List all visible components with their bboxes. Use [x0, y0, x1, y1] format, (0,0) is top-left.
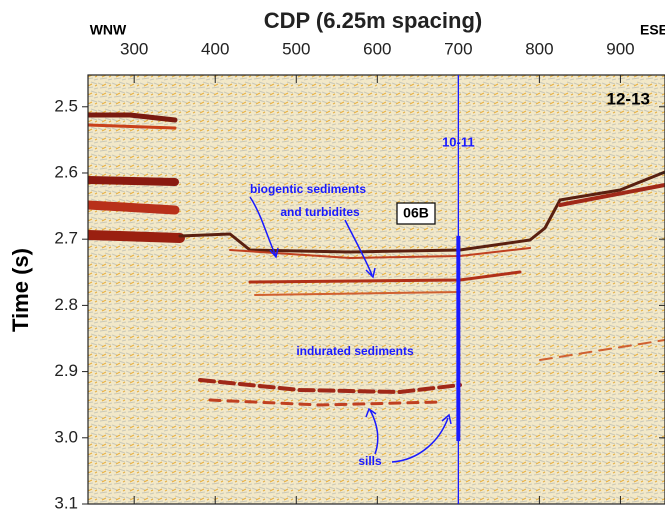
plot-frame	[87, 74, 665, 505]
y-tick-label: 2.9	[54, 361, 78, 380]
y-tick-label: 3.1	[54, 493, 78, 512]
line-label: 12-13	[607, 89, 650, 108]
y-axis-label: Time (s)	[8, 248, 33, 332]
direction-label: ESE	[640, 22, 665, 38]
y-tick-label: 2.6	[54, 162, 78, 181]
axes: 300 400 500 600 700 800 900 2.5 2.6 2.7 2.8 2.9 3.0 3…	[54, 39, 665, 512]
x-tick-label: 600	[363, 39, 391, 58]
y-tick-label: 3.0	[54, 427, 78, 446]
y-tick-label: 2.8	[54, 295, 78, 314]
annotation: indurated sediments	[296, 344, 414, 358]
x-tick-label: 900	[606, 39, 634, 58]
y-tick-label: 2.5	[54, 96, 78, 115]
crossing-label: 10-11	[442, 134, 475, 149]
direction-label: WNW	[90, 22, 127, 38]
annotation-arrows	[249, 196, 452, 463]
annotation: and turbidites	[280, 205, 360, 219]
annotation: biogentic sediments	[250, 182, 366, 196]
x-tick-label: 300	[120, 39, 148, 58]
x-tick-label: 800	[525, 39, 553, 58]
annotation: sills	[358, 454, 382, 468]
overlay: 10-11 06B	[396, 75, 475, 504]
seismic-image	[88, 75, 665, 504]
borehole-label-box	[396, 202, 436, 225]
chart-title: CDP (6.25m spacing)	[264, 8, 482, 33]
y-tick-label: 2.7	[54, 229, 78, 248]
x-tick-label: 500	[282, 39, 310, 58]
x-tick-label: 400	[201, 39, 229, 58]
x-tick-label: 700	[444, 39, 472, 58]
borehole-label: 06B	[403, 205, 429, 221]
